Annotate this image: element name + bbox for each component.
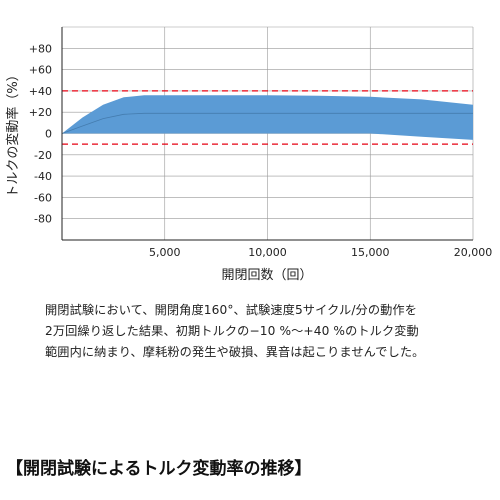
section-title: 【開閉試験によるトルク変動率の推移】 — [6, 459, 312, 479]
y-tick-label: +60 — [29, 64, 52, 77]
y-tick-label: -20 — [34, 149, 52, 162]
description-line: 開閉試験において、開閉角度160°、試験速度5サイクル/分の動作を — [45, 303, 417, 317]
test-description: 開閉試験において、開閉角度160°、試験速度5サイクル/分の動作を 2万回繰り返… — [45, 300, 490, 363]
x-tick-label: 15,000 — [351, 246, 390, 259]
x-tick-label: 5,000 — [149, 246, 181, 259]
limit-lines — [62, 90, 473, 145]
y-tick-label: 0 — [45, 128, 52, 141]
torque-variation-area — [62, 95, 473, 140]
y-tick-label: -60 — [34, 191, 52, 204]
x-tick-label: 10,000 — [248, 246, 287, 259]
grid-lines — [62, 26, 474, 241]
y-axis-label: トルクの変動率（%） — [5, 68, 21, 197]
y-tick-label: +40 — [29, 85, 52, 98]
torque-chart: +80 +60 +40 +20 0 -20 -40 -60 -80 5,000 10,000 15,… — [5, 26, 492, 283]
y-tick-label: +80 — [29, 42, 52, 55]
torque-band — [61, 95, 473, 140]
torque-center-line — [61, 112, 473, 134]
y-tick-label: -80 — [34, 213, 52, 226]
y-tick-labels: +80 +60 +40 +20 0 -20 -40 -60 -80 — [29, 42, 52, 225]
y-tick-label: -40 — [34, 170, 52, 183]
description-line: 2万回繰り返した結果、初期トルクの−10 %〜+40 %のトルク変動 — [45, 324, 419, 338]
x-tick-label: 20,000 — [454, 246, 493, 259]
x-tick-labels: 5,000 10,000 15,000 20,000 — [149, 246, 492, 259]
axes — [61, 27, 473, 241]
x-axis-label: 開閉回数（回） — [221, 268, 312, 283]
y-tick-label: +20 — [29, 106, 52, 119]
description-line: 範囲内に納まり、摩耗粉の発生や破損、異音は起こりませんでした。 — [45, 345, 425, 359]
